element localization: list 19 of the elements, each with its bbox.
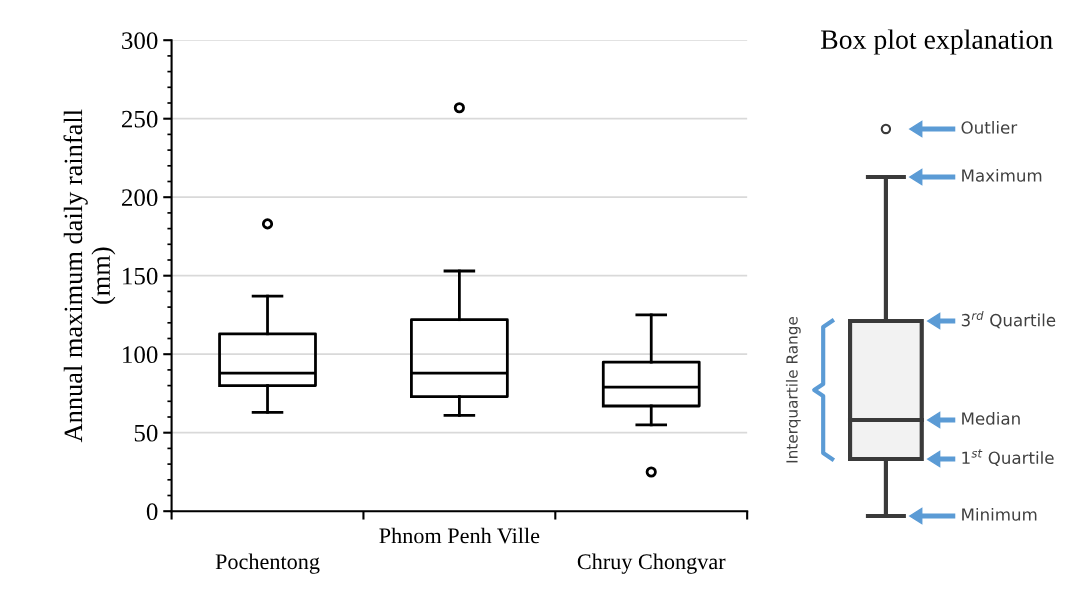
y-tick-label: 150	[123, 267, 158, 285]
y-tick-label: 300	[122, 32, 158, 50]
text: Median	[962, 411, 1020, 425]
text: 3$^{rd}$ Quartile	[961, 310, 1056, 329]
y-tick-label: 200	[121, 189, 158, 207]
text: Minimum	[962, 507, 1037, 521]
x-tick-label: Pochentong	[215, 553, 320, 574]
y-tick-label: 100	[123, 346, 158, 364]
text: Box plot explanation	[820, 29, 1053, 55]
y-axis-title: Annual maximum daily rainfall (mm)	[63, 109, 116, 443]
text: 1$^{st}$ Quartile	[962, 449, 1054, 466]
y-tick-label: 0	[146, 503, 158, 521]
y-tick-label: 50	[134, 424, 158, 442]
y-tick-label: 250	[121, 110, 158, 128]
x-tick-label: Chruy Chongvar	[577, 553, 726, 574]
text: Interquartile Range	[785, 316, 801, 463]
text: Outlier	[961, 120, 1018, 134]
x-tick-label: Phnom Penh Ville	[379, 527, 540, 544]
text: Maximum	[962, 168, 1042, 182]
